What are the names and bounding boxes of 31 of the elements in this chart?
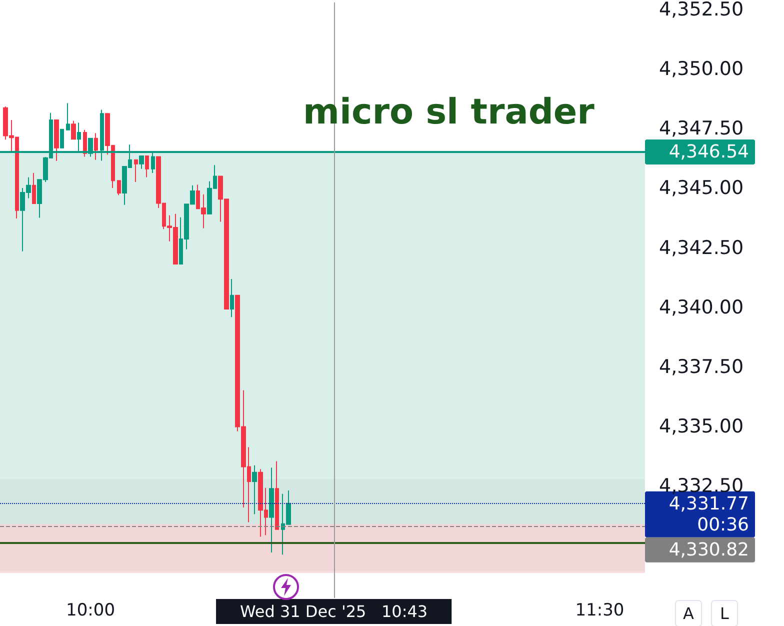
y-tick-label: 4,337.50 xyxy=(659,356,744,378)
candlestick xyxy=(252,464,257,515)
candlestick xyxy=(145,156,149,178)
y-tick-label: 4,335.00 xyxy=(659,415,744,438)
x-tick-label: 10:00 xyxy=(66,600,116,620)
x-tick-label: 11:30 xyxy=(575,600,624,620)
candlestick xyxy=(54,120,59,162)
text: A xyxy=(683,604,694,623)
y-tick-label: 4,340.00 xyxy=(659,296,744,318)
candlestick xyxy=(230,278,234,318)
y-tick-label: 4,342.50 xyxy=(659,236,744,259)
text: L xyxy=(720,604,730,623)
candlestick xyxy=(66,102,70,130)
ref-line-label: Wed 31 Dec '25 10:43 xyxy=(240,602,428,621)
candlestick xyxy=(275,460,279,530)
candlestick xyxy=(32,172,36,204)
y-tick-label: 4,350.00 xyxy=(659,58,744,80)
candlestick xyxy=(94,132,98,160)
candlestick xyxy=(71,120,76,140)
ref-line-label: 4,330.82 xyxy=(668,539,749,560)
candlestick xyxy=(269,467,274,553)
text: micro sl trader xyxy=(303,92,596,132)
candlestick xyxy=(60,128,64,148)
candlestick xyxy=(139,156,144,170)
candlestick xyxy=(117,180,121,196)
candlestick xyxy=(83,129,87,158)
y-tick-label: 4,345.00 xyxy=(659,177,744,200)
ref-line-label: 4,346.54 xyxy=(668,142,749,162)
y-tick-label: 4,347.50 xyxy=(659,118,744,140)
y-tick-label: 4,352.50 xyxy=(659,0,744,20)
candlestick xyxy=(134,159,138,182)
